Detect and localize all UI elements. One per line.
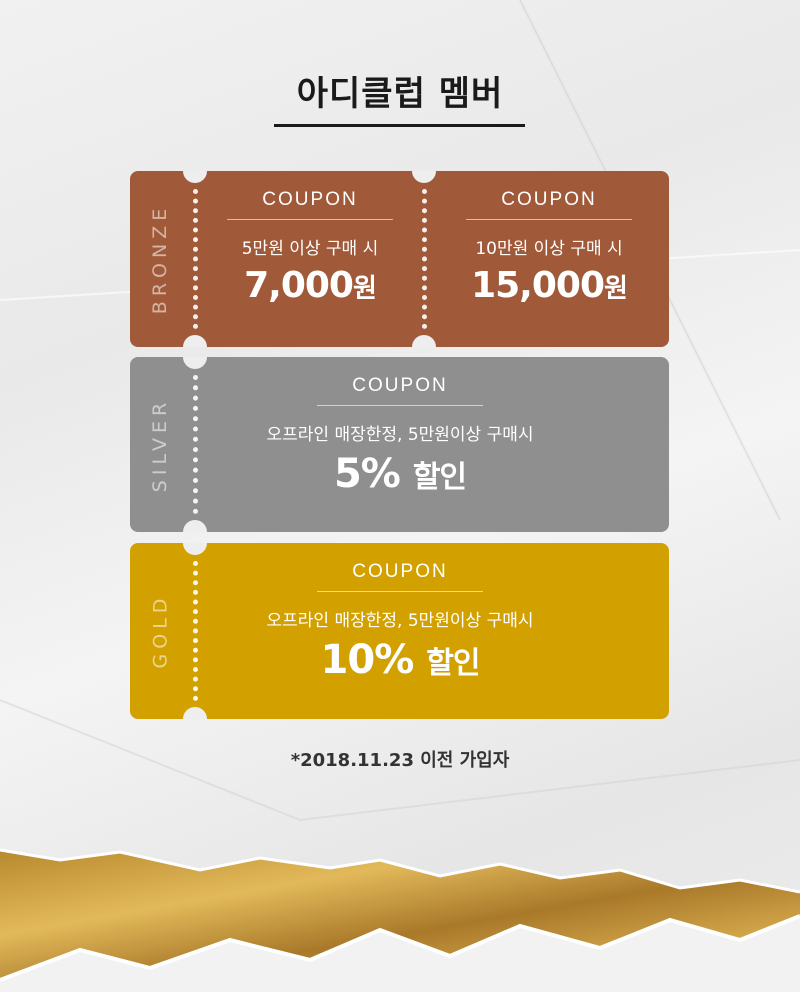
coupon-header: COUPON (317, 357, 483, 406)
coupon-amount: 15,000원 (432, 265, 666, 306)
footnote: *2018.11.23 이전 가입자 (290, 750, 510, 771)
coupon-amount: 5% 할인 (202, 451, 598, 497)
silver-ticket: SILVER COUPON 오프라인 매장한정, 5만원이상 구매시 5% 할인 (130, 357, 669, 532)
coupon-condition: 오프라인 매장한정, 5만원이상 구매시 (266, 611, 534, 631)
coupon-amount-unit: 할인 (412, 460, 467, 495)
bronze-ticket: BRONZE COUPON 5만원 이상 구매 시 7,000원 COUPON … (130, 171, 669, 347)
coupon-amount-value: 5% (333, 451, 401, 497)
gold-torn-paper (0, 848, 800, 992)
coupon-amount-unit: 할인 (426, 646, 480, 681)
coupon-amount-unit: 원 (352, 274, 377, 304)
coupon-silver: COUPON 오프라인 매장한정, 5만원이상 구매시 5% 할인 (202, 357, 598, 532)
coupon-condition: 오프라인 매장한정, 5만원이상 구매시 (266, 425, 534, 445)
tier-label-bronze: BRONZE (149, 203, 171, 315)
coupon-condition: 5만원 이상 구매 시 (241, 239, 379, 259)
page-title: 아디클럽 멤버 (296, 74, 504, 114)
coupon-amount: 7,000원 (200, 265, 420, 306)
coupon-header: COUPON (227, 171, 393, 220)
tier-label-gold: GOLD (149, 593, 171, 669)
title-underline (274, 124, 525, 127)
coupon-amount-unit: 원 (604, 274, 628, 304)
coupon-bronze-1: COUPON 5만원 이상 구매 시 7,000원 (200, 171, 420, 347)
tier-label-silver: SILVER (149, 397, 171, 492)
gold-ticket: GOLD COUPON 오프라인 매장한정, 5만원이상 구매시 10% 할인 (130, 543, 669, 719)
coupon-amount-value: 7,000 (244, 265, 354, 306)
coupon-gold: COUPON 오프라인 매장한정, 5만원이상 구매시 10% 할인 (202, 543, 598, 719)
coupon-bronze-2: COUPON 10만원 이상 구매 시 15,000원 (432, 171, 666, 347)
coupon-amount-value: 15,000 (471, 265, 605, 306)
coupon-header: COUPON (317, 543, 483, 592)
coupon-condition: 10만원 이상 구매 시 (475, 239, 623, 259)
coupon-amount-value: 10% (320, 637, 415, 683)
coupon-amount: 10% 할인 (202, 637, 598, 683)
coupon-header: COUPON (466, 171, 632, 220)
